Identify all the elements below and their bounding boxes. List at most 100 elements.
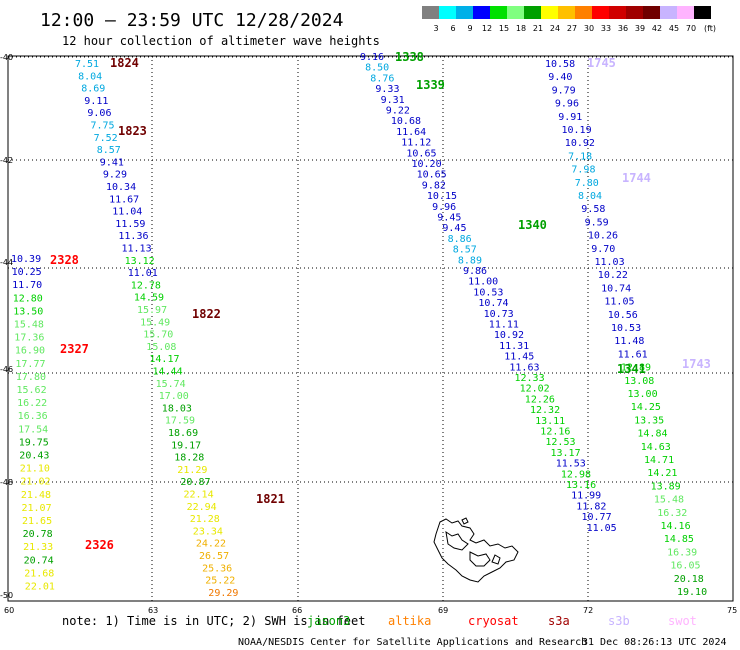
satellite-legend: jason3 altika cryosat s3a s3b swot (307, 614, 697, 628)
wave-height-value: 10.74 (478, 298, 508, 309)
wave-height-value: 16.32 (657, 508, 687, 519)
wave-height-value: 25.36 (202, 563, 232, 574)
wave-height-value: 8.69 (81, 84, 105, 95)
satellite-name: cryosat (468, 614, 519, 628)
pass-label: 1338 (395, 50, 424, 64)
wave-height-value: 15.48 (14, 320, 44, 331)
wave-height-value: 9.82 (422, 180, 446, 191)
color-scale-legend: 3 6 9 12 15 18 21 24 27 30 33 36 39 42 45 70 (ft) (422, 6, 716, 33)
wave-height-value: 8.57 (97, 145, 121, 156)
wave-height-value: 13.08 (624, 376, 654, 387)
lat-label: -44 (0, 258, 13, 267)
scale-swatch (524, 6, 541, 19)
scale-label: 15 (499, 24, 509, 33)
wave-height-value: 24.22 (196, 539, 226, 550)
wave-height-value: 16.05 (670, 561, 700, 572)
lon-label: 60 (4, 606, 14, 615)
scale-label: 33 (601, 24, 611, 33)
pass-labels: 1824 1823 1822 1821 2328 2327 2326 1338 1339 1340… (50, 50, 711, 552)
wave-height-value: 11.01 (128, 268, 158, 279)
wave-height-value: 12.80 (13, 293, 43, 304)
wave-height-value: 11.82 (576, 501, 606, 512)
wave-height-value: 14.84 (637, 429, 667, 440)
wave-height-value: 11.67 (109, 194, 139, 205)
wave-height-value: 9.41 (100, 157, 124, 168)
wave-height-value: 11.70 (12, 280, 42, 291)
wave-height-value: 26.57 (199, 551, 229, 562)
wave-height-value: 21.10 (20, 464, 50, 475)
lat-label: -48 (0, 478, 13, 487)
wave-height-value: 11.13 (122, 244, 152, 255)
wave-height-value: 16.90 (15, 346, 45, 357)
scale-unit: (ft) (704, 24, 716, 33)
wave-height-value: 22.14 (184, 490, 214, 501)
wave-height-value: 9.59 (585, 217, 609, 228)
wave-height-value: 11.61 (618, 349, 648, 360)
lat-label: -42 (0, 156, 13, 165)
wave-height-value: 13.16 (566, 480, 596, 491)
lat-label: -50 (0, 591, 13, 600)
wave-height-value: 11.05 (604, 297, 634, 308)
wave-height-value: 7.75 (91, 121, 115, 132)
wave-height-value: 20.43 (19, 451, 49, 462)
lon-label: 66 (292, 606, 302, 615)
wave-height-value: 12.26 (525, 394, 555, 405)
scale-label: 24 (550, 24, 560, 33)
wave-height-value: 12.78 (131, 280, 161, 291)
wave-height-value: 12.02 (520, 384, 550, 395)
footer-credit: NOAA/NESDIS Center for Satellite Applica… (238, 637, 587, 648)
wave-height-value: 8.57 (453, 245, 477, 256)
scale-label: 6 (450, 24, 455, 33)
wave-height-value: 14.16 (661, 521, 691, 532)
scale-swatch (609, 6, 626, 19)
wave-height-value: 15.08 (146, 342, 176, 353)
pass-label: 2327 (60, 342, 89, 356)
wave-height-value: 8.50 (365, 63, 389, 74)
wave-height-value: 18.69 (168, 428, 198, 439)
wave-height-value: 14.63 (641, 442, 671, 453)
wave-height-value: 7.51 (75, 59, 99, 70)
wave-height-value: 8.04 (78, 71, 102, 82)
scale-swatch (507, 6, 524, 19)
lat-label: -46 (0, 365, 13, 374)
scale-label: 39 (635, 24, 645, 33)
wave-height-value: 7.18 (568, 151, 592, 162)
wave-height-value: 15.70 (143, 330, 173, 341)
wave-height-value: 13.50 (13, 306, 43, 317)
wave-height-value: 11.31 (499, 341, 529, 352)
scale-label: 42 (652, 24, 662, 33)
pass-label: 1743 (682, 357, 711, 371)
wave-height-value: 13.89 (651, 481, 681, 492)
wave-height-value: 29.29 (208, 588, 238, 599)
latitude-labels: -40 -42 -44 -46 -48 -50 (0, 53, 13, 600)
wave-height-value: 8.04 (578, 191, 602, 202)
wave-height-value: 11.12 (401, 138, 431, 149)
wave-height-value: 17.77 (15, 359, 45, 370)
wave-height-value: 16.36 (18, 411, 48, 422)
wave-height-value: 14.21 (647, 468, 677, 479)
wave-height-value: 10.20 (412, 159, 442, 170)
wave-height-value: 11.00 (468, 277, 498, 288)
wave-height-value: 13.11 (535, 416, 565, 427)
pass-label: 1823 (118, 124, 147, 138)
longitude-labels: 60 63 66 69 72 75 (4, 606, 737, 615)
wave-height-value: 13.35 (634, 415, 664, 426)
wave-height-value: 9.06 (87, 108, 111, 119)
lon-label: 75 (727, 606, 737, 615)
lon-label: 72 (583, 606, 593, 615)
wave-height-value: 20.87 (180, 477, 210, 488)
wave-height-value: 11.99 (571, 491, 601, 502)
scale-label: 27 (567, 24, 577, 33)
scale-swatch (626, 6, 643, 19)
wave-height-value: 12.89 (621, 363, 651, 374)
scale-label: 18 (516, 24, 526, 33)
wave-height-value: 14.71 (644, 455, 674, 466)
wave-height-value: 10.56 (608, 310, 638, 321)
satellite-name: s3b (608, 614, 630, 628)
scale-label: 3 (433, 24, 438, 33)
scale-swatch (694, 6, 711, 19)
map-subtitle: 12 hour collection of altimeter wave hei… (62, 34, 380, 48)
pass-label: 2326 (85, 538, 114, 552)
wave-height-value: 14.44 (153, 367, 183, 378)
wave-height-value: 12.98 (561, 469, 591, 480)
